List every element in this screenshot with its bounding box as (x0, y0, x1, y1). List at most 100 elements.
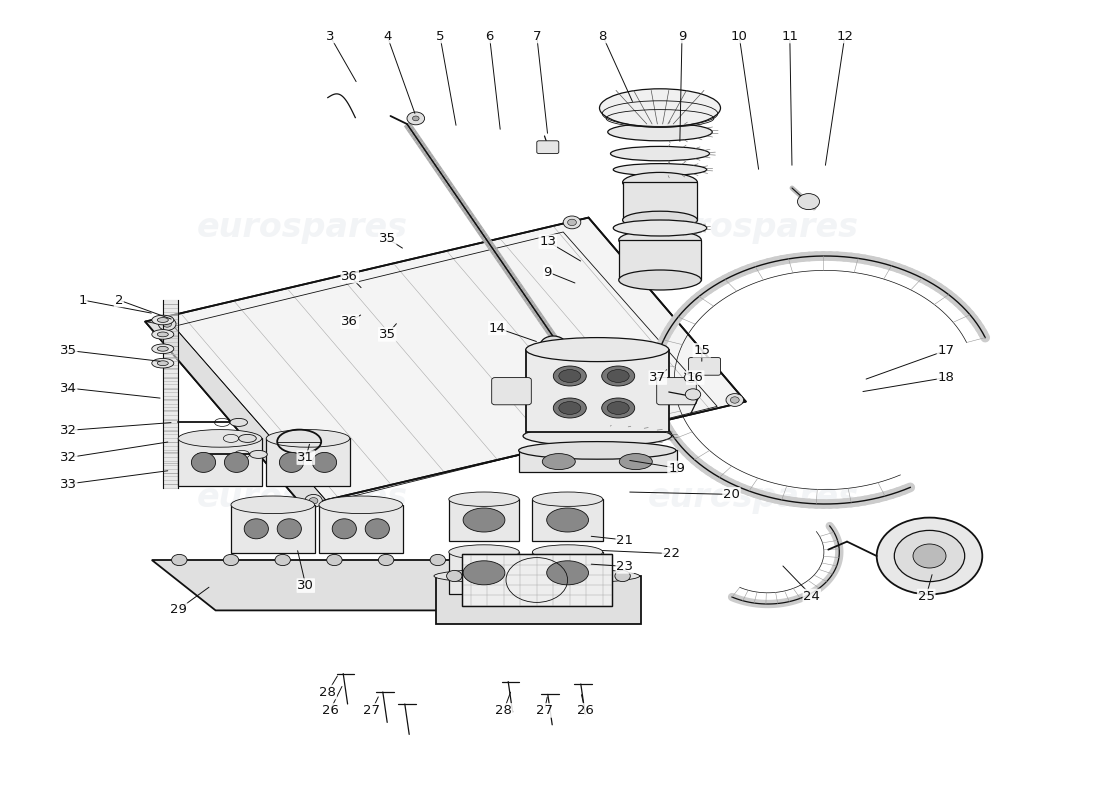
Ellipse shape (524, 426, 671, 446)
Ellipse shape (532, 545, 603, 559)
FancyBboxPatch shape (462, 554, 612, 606)
Circle shape (488, 570, 504, 582)
Text: 17: 17 (937, 344, 955, 357)
Ellipse shape (319, 496, 403, 514)
Polygon shape (436, 576, 641, 624)
Text: 35: 35 (378, 328, 396, 341)
Text: 30: 30 (297, 579, 315, 592)
Circle shape (378, 554, 394, 566)
Text: 24: 24 (803, 590, 821, 602)
Circle shape (530, 570, 547, 582)
FancyBboxPatch shape (492, 378, 531, 405)
Text: 18: 18 (937, 371, 955, 384)
Ellipse shape (614, 220, 706, 236)
Circle shape (430, 554, 446, 566)
Ellipse shape (559, 370, 581, 382)
Text: 25: 25 (917, 590, 935, 602)
Ellipse shape (157, 332, 168, 337)
Ellipse shape (463, 508, 505, 532)
Polygon shape (231, 505, 315, 553)
Circle shape (798, 194, 820, 210)
Text: 9: 9 (543, 266, 552, 278)
Text: eurospares: eurospares (197, 481, 408, 514)
Ellipse shape (365, 519, 389, 539)
Polygon shape (319, 505, 403, 553)
Text: 21: 21 (616, 534, 634, 546)
Ellipse shape (607, 123, 713, 141)
Ellipse shape (239, 434, 256, 442)
Circle shape (573, 570, 588, 582)
FancyBboxPatch shape (657, 378, 696, 405)
Ellipse shape (532, 492, 603, 506)
Circle shape (615, 570, 630, 582)
Text: 12: 12 (836, 30, 854, 42)
Text: 26: 26 (321, 704, 339, 717)
Text: 37: 37 (649, 371, 667, 384)
Text: 16: 16 (686, 371, 704, 384)
Text: 32: 32 (59, 451, 77, 464)
Ellipse shape (449, 492, 519, 506)
Ellipse shape (623, 172, 697, 192)
Text: 23: 23 (616, 560, 634, 573)
Ellipse shape (607, 370, 629, 382)
Circle shape (275, 554, 290, 566)
Text: 7: 7 (532, 30, 541, 42)
Circle shape (407, 112, 425, 125)
FancyBboxPatch shape (537, 141, 559, 154)
Ellipse shape (547, 561, 589, 585)
Text: eurospares: eurospares (648, 211, 859, 245)
Polygon shape (449, 552, 519, 594)
Text: 27: 27 (536, 704, 553, 717)
Circle shape (447, 570, 462, 582)
Ellipse shape (619, 454, 652, 470)
Ellipse shape (602, 398, 635, 418)
Text: 22: 22 (662, 547, 680, 560)
Ellipse shape (623, 211, 697, 229)
Ellipse shape (157, 361, 168, 366)
Ellipse shape (157, 318, 168, 322)
Polygon shape (145, 322, 328, 506)
Text: 35: 35 (378, 232, 396, 245)
Circle shape (172, 554, 187, 566)
Ellipse shape (519, 442, 675, 459)
Text: 36: 36 (341, 270, 359, 282)
Ellipse shape (332, 519, 356, 539)
Ellipse shape (602, 366, 635, 386)
Ellipse shape (526, 338, 669, 362)
Circle shape (877, 518, 982, 594)
Text: 13: 13 (539, 235, 557, 248)
Text: eurospares: eurospares (648, 481, 859, 514)
Text: 29: 29 (169, 603, 187, 616)
Ellipse shape (224, 453, 249, 472)
Ellipse shape (230, 418, 248, 426)
Circle shape (327, 554, 342, 566)
Polygon shape (152, 560, 465, 610)
Ellipse shape (178, 430, 262, 447)
Text: 36: 36 (341, 315, 359, 328)
Text: 34: 34 (59, 382, 77, 394)
Circle shape (894, 530, 965, 582)
Text: 2: 2 (114, 294, 123, 306)
FancyBboxPatch shape (689, 358, 720, 375)
Ellipse shape (463, 561, 505, 585)
Ellipse shape (614, 164, 706, 176)
Ellipse shape (279, 453, 304, 472)
Polygon shape (449, 499, 519, 541)
Circle shape (305, 494, 322, 507)
Ellipse shape (547, 508, 589, 532)
Text: 3: 3 (326, 30, 334, 42)
Text: 28: 28 (319, 686, 337, 698)
Text: 19: 19 (668, 462, 685, 474)
Text: 4: 4 (383, 30, 392, 42)
Ellipse shape (157, 346, 168, 351)
Polygon shape (532, 552, 603, 594)
Ellipse shape (231, 496, 315, 514)
Ellipse shape (559, 402, 581, 414)
Circle shape (563, 216, 581, 229)
Circle shape (158, 318, 176, 330)
Polygon shape (532, 499, 603, 541)
Polygon shape (145, 218, 746, 506)
Ellipse shape (610, 146, 710, 161)
Text: 28: 28 (495, 704, 513, 717)
Ellipse shape (250, 450, 267, 458)
